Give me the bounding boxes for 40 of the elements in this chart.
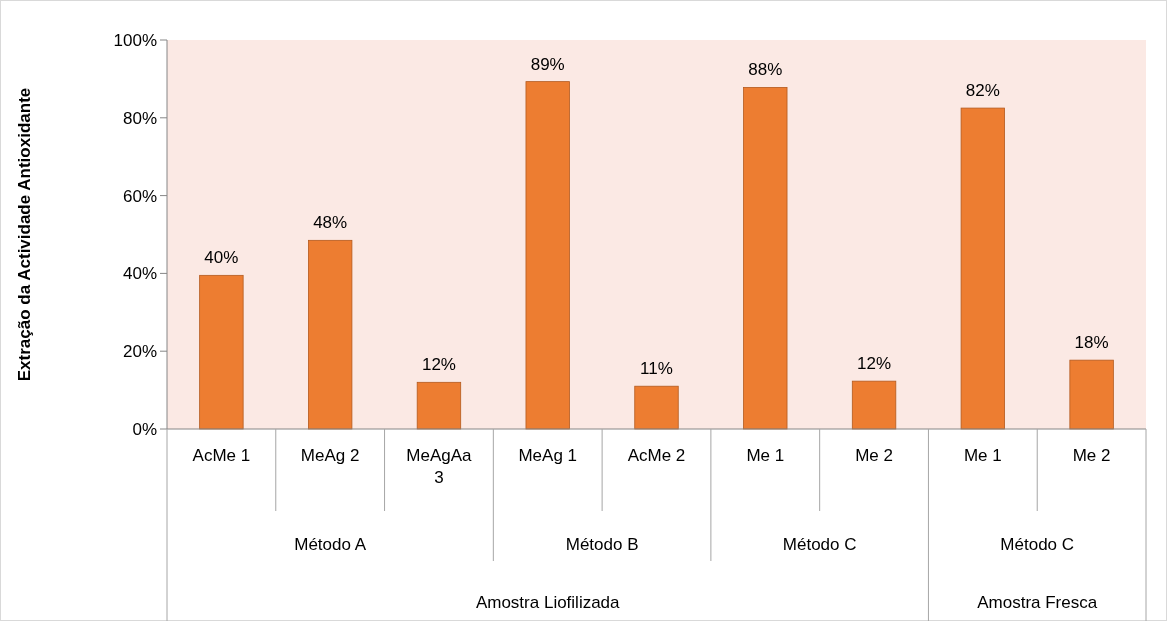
data-label: 40% <box>204 248 239 268</box>
x-tick-label: Me 2 <box>1072 446 1111 465</box>
data-label: 89% <box>530 54 565 74</box>
x-tick-label: MeAgAa 3 <box>406 446 473 487</box>
data-label: 12% <box>421 355 456 375</box>
y-tick-label: 100% <box>113 30 157 50</box>
bar <box>851 380 897 430</box>
bar <box>308 239 353 430</box>
bar <box>1069 359 1114 430</box>
x-tick-label: AcMe 1 <box>192 446 251 465</box>
data-label: 12% <box>857 354 892 374</box>
data-label: 82% <box>965 81 1000 101</box>
data-label: 88% <box>748 60 783 80</box>
bar <box>199 274 244 430</box>
text: Método B <box>565 535 639 554</box>
y-axis-title: Extração da Actividade Antioxidante <box>15 87 34 382</box>
x-tick-label: Me 2 <box>855 446 893 465</box>
text: Amostra Liofilizada <box>475 593 621 612</box>
x-tick-label: Me 1 <box>746 446 785 465</box>
bar <box>634 385 679 430</box>
y-tick-label: 0% <box>132 419 157 439</box>
text: Método C <box>1000 535 1075 554</box>
data-label: 48% <box>313 213 348 233</box>
y-tick-label: 40% <box>122 264 157 284</box>
x-tick-label: Me 1 <box>963 446 1002 465</box>
x-tick-label: AcMe 2 <box>627 446 686 465</box>
x-tick-label: MeAg 1 <box>518 446 578 465</box>
x-tick-label: MeAg 2 <box>300 446 360 465</box>
y-tick-label: 80% <box>122 108 157 128</box>
text: Método C <box>782 535 857 554</box>
y-tick-label: 60% <box>122 186 157 206</box>
bar <box>416 381 462 430</box>
data-label: 18% <box>1074 333 1109 353</box>
data-label: 11% <box>640 359 673 379</box>
text: Método A <box>294 535 367 554</box>
bar <box>743 87 788 430</box>
bar <box>525 81 570 430</box>
y-tick-label: 20% <box>122 342 157 362</box>
bar <box>960 107 1005 430</box>
text: Amostra Fresca <box>977 593 1098 612</box>
